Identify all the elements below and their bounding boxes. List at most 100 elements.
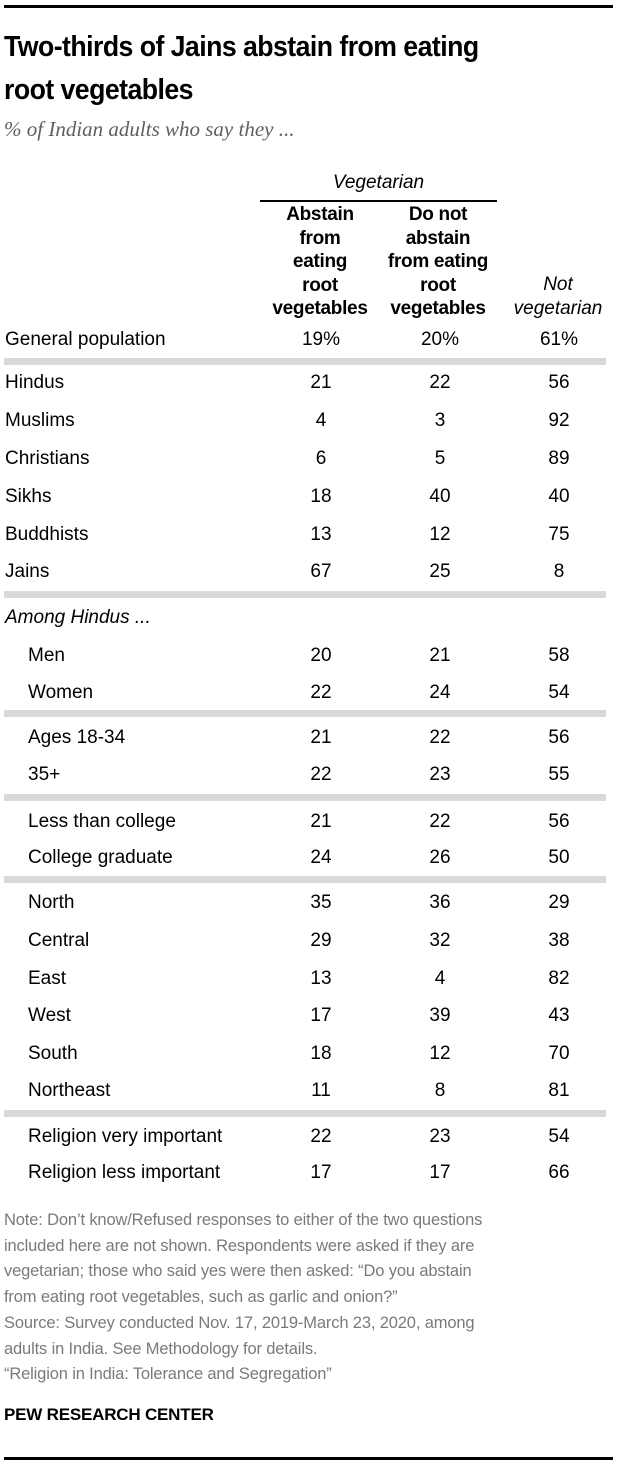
value-not-vegetarian: 58 [548,645,570,666]
row-label: Religion less important [28,1162,221,1183]
value-do-not-abstain: 4 [434,968,446,989]
row-label: Women [28,682,94,703]
note-line: Note: Don’t know/Refused responses to ei… [4,1211,483,1229]
header-text: eating [292,251,348,272]
row-label: Men [28,645,65,666]
brand-logo-text: PEW RESEARCH CENTER [4,1405,214,1424]
table-row: Central 29 32 38 [0,926,620,956]
value-not-vegetarian: 75 [548,524,570,545]
header-text: root [420,274,456,296]
row-label: North [28,892,75,913]
value-abstain: 22 [310,764,332,785]
header-text: vegetables [272,298,368,319]
value-abstain: 18 [310,486,332,507]
value-do-not-abstain: 25 [429,561,451,582]
value-do-not-abstain: 8 [434,1080,446,1101]
value-abstain: 21 [310,811,332,832]
table-row: Christians 6 5 89 [0,444,620,474]
row-label: Religion very important [28,1126,223,1147]
value-abstain: 20 [310,645,332,666]
value-not-vegetarian: 66 [548,1162,570,1183]
source-line: adults in India. See Methodology for det… [4,1339,318,1358]
table-row: Less than college 21 22 56 [0,807,620,837]
value-abstain: 13 [310,968,332,989]
note-line: from eating root vegetables, such as gar… [4,1288,398,1307]
value-do-not-abstain: 17 [429,1162,451,1183]
row-label: Muslims [5,410,75,431]
header-text: abstain [405,227,471,249]
value-do-not-abstain: 32 [429,930,451,951]
vegetarian-group-underline [260,200,497,202]
value-abstain: 35 [310,892,332,913]
value-not-vegetarian: 54 [548,682,570,703]
chart-title: Two-thirds of Jains abstain from eating … [4,26,602,112]
value-abstain: 67 [310,561,332,582]
value-not-vegetarian: 8 [553,561,565,582]
title-line-1: Two-thirds of Jains abstain from eating [4,31,479,63]
row-label: Jains [5,561,50,582]
table-row: Muslims 4 3 92 [0,406,620,436]
table-row: Women 22 24 54 [0,678,620,708]
value-not-vegetarian: 43 [548,1005,570,1026]
chart-notes: Note: Don’t know/Refused responses to ei… [4,1208,616,1388]
value-do-not-abstain: 40 [429,486,451,507]
header-text: root [302,274,338,296]
table-row: North 35 36 29 [0,888,620,918]
value-do-not-abstain: 20% [420,329,460,350]
value-abstain: 17 [310,1162,332,1183]
value-do-not-abstain: 39 [429,1005,451,1026]
note-line: included here are not shown. Respondents… [4,1236,475,1255]
value-abstain: 13 [310,524,332,545]
table-row: General population 19% 20% 61% [0,325,620,355]
value-abstain: 22 [310,682,332,703]
value-not-vegetarian: 61% [539,329,579,350]
row-label: South [28,1043,78,1064]
row-label: Ages 18-34 [28,727,126,748]
source-line: Source: Survey conducted Nov. 17, 2019-M… [4,1313,475,1332]
table-row: Men 20 21 58 [0,641,620,671]
value-abstain: 22 [310,1126,332,1147]
value-not-vegetarian: 56 [548,727,570,748]
value-not-vegetarian: 55 [548,764,570,785]
chart-subtitle: % of Indian adults who say they ... [4,117,295,141]
value-not-vegetarian: 70 [548,1043,570,1064]
value-do-not-abstain: 23 [429,764,451,785]
header-text: Do not [408,204,468,225]
value-not-vegetarian: 56 [548,372,570,393]
value-do-not-abstain: 22 [429,727,451,748]
row-label: West [28,1005,71,1026]
value-do-not-abstain: 12 [429,524,451,545]
header-text: from eating [387,251,489,272]
column-header-abstain: Abstain from eating root vegetables [258,203,382,321]
value-abstain: 29 [310,930,332,951]
value-abstain: 4 [315,410,327,431]
value-abstain: 21 [310,727,332,748]
value-do-not-abstain: 36 [429,892,451,913]
table-row: Northeast 11 8 81 [0,1076,620,1106]
value-do-not-abstain: 5 [434,448,446,469]
bottom-rule [4,1457,613,1460]
value-not-vegetarian: 92 [548,410,570,431]
value-not-vegetarian: 82 [548,968,570,989]
value-not-vegetarian: 38 [548,930,570,951]
separator [4,794,606,801]
title-line-2: root vegetables [4,74,193,106]
table-row: 35+ 22 23 55 [0,760,620,790]
value-do-not-abstain: 26 [429,847,451,868]
value-abstain: 21 [310,372,332,393]
value-not-vegetarian: 54 [548,1126,570,1147]
table-row: Religion less important 17 17 66 [0,1158,620,1188]
header-text: vegetarian [513,297,603,319]
report-title-line: “Religion in India: Tolerance and Segreg… [4,1365,332,1384]
value-abstain: 17 [310,1005,332,1026]
value-not-vegetarian: 50 [548,847,570,868]
note-line: vegetarian; those who said yes were then… [4,1262,472,1281]
row-label: Central [28,930,90,951]
header-text: vegetables [390,298,486,319]
header-text: Abstain [286,204,354,225]
value-not-vegetarian: 81 [548,1080,570,1101]
value-do-not-abstain: 24 [429,682,451,703]
table-row: Ages 18-34 21 22 56 [0,723,620,753]
value-abstain: 24 [310,847,332,868]
value-do-not-abstain: 12 [429,1043,451,1064]
